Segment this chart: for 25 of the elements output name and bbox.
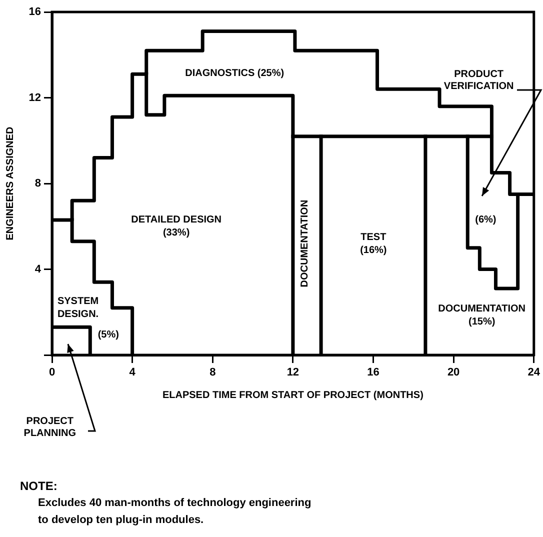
x-tick-label: 8 xyxy=(210,366,216,379)
x-tick-label: 20 xyxy=(447,366,460,379)
annotation: DOCUMENTATION xyxy=(300,200,311,288)
x-axis-title: ELAPSED TIME FROM START OF PROJECT (MONTHS) xyxy=(162,390,424,401)
annotation: DETAILED DESIGN (33%) xyxy=(131,214,222,239)
x-tick-label: 16 xyxy=(367,366,380,379)
text: Excludes 40 man-months of technology engineering to develop ten plug-in modules. xyxy=(38,496,312,528)
y-tick-label: 8 xyxy=(34,178,41,190)
annotation: TEST (16%) xyxy=(360,232,387,256)
x-tick-label: 4 xyxy=(129,366,136,379)
y-axis-title: ENGINEERS ASSIGNED xyxy=(4,126,16,240)
annotation: DIAGNOSTICS (25%) xyxy=(185,68,284,79)
y-tick-label: 16 xyxy=(28,6,41,18)
annotation: (6%) xyxy=(475,214,496,226)
y-tick-label: 4 xyxy=(34,263,42,276)
text: PROJECT PLANNING xyxy=(24,416,76,440)
annotation: DOCUMENTATION (15%) xyxy=(438,303,526,328)
x-tick-label: 0 xyxy=(48,366,56,379)
annotation: SYSTEM DESIGN. xyxy=(57,296,99,320)
annotation: PRODUCT VERIFICATION xyxy=(444,69,514,94)
x-tick-label: 12 xyxy=(286,366,300,379)
annotation: (5%) xyxy=(98,330,119,341)
text: NOTE: xyxy=(20,478,58,495)
y-tick-label: 12 xyxy=(28,92,41,104)
x-tick-label: 24 xyxy=(528,366,541,379)
